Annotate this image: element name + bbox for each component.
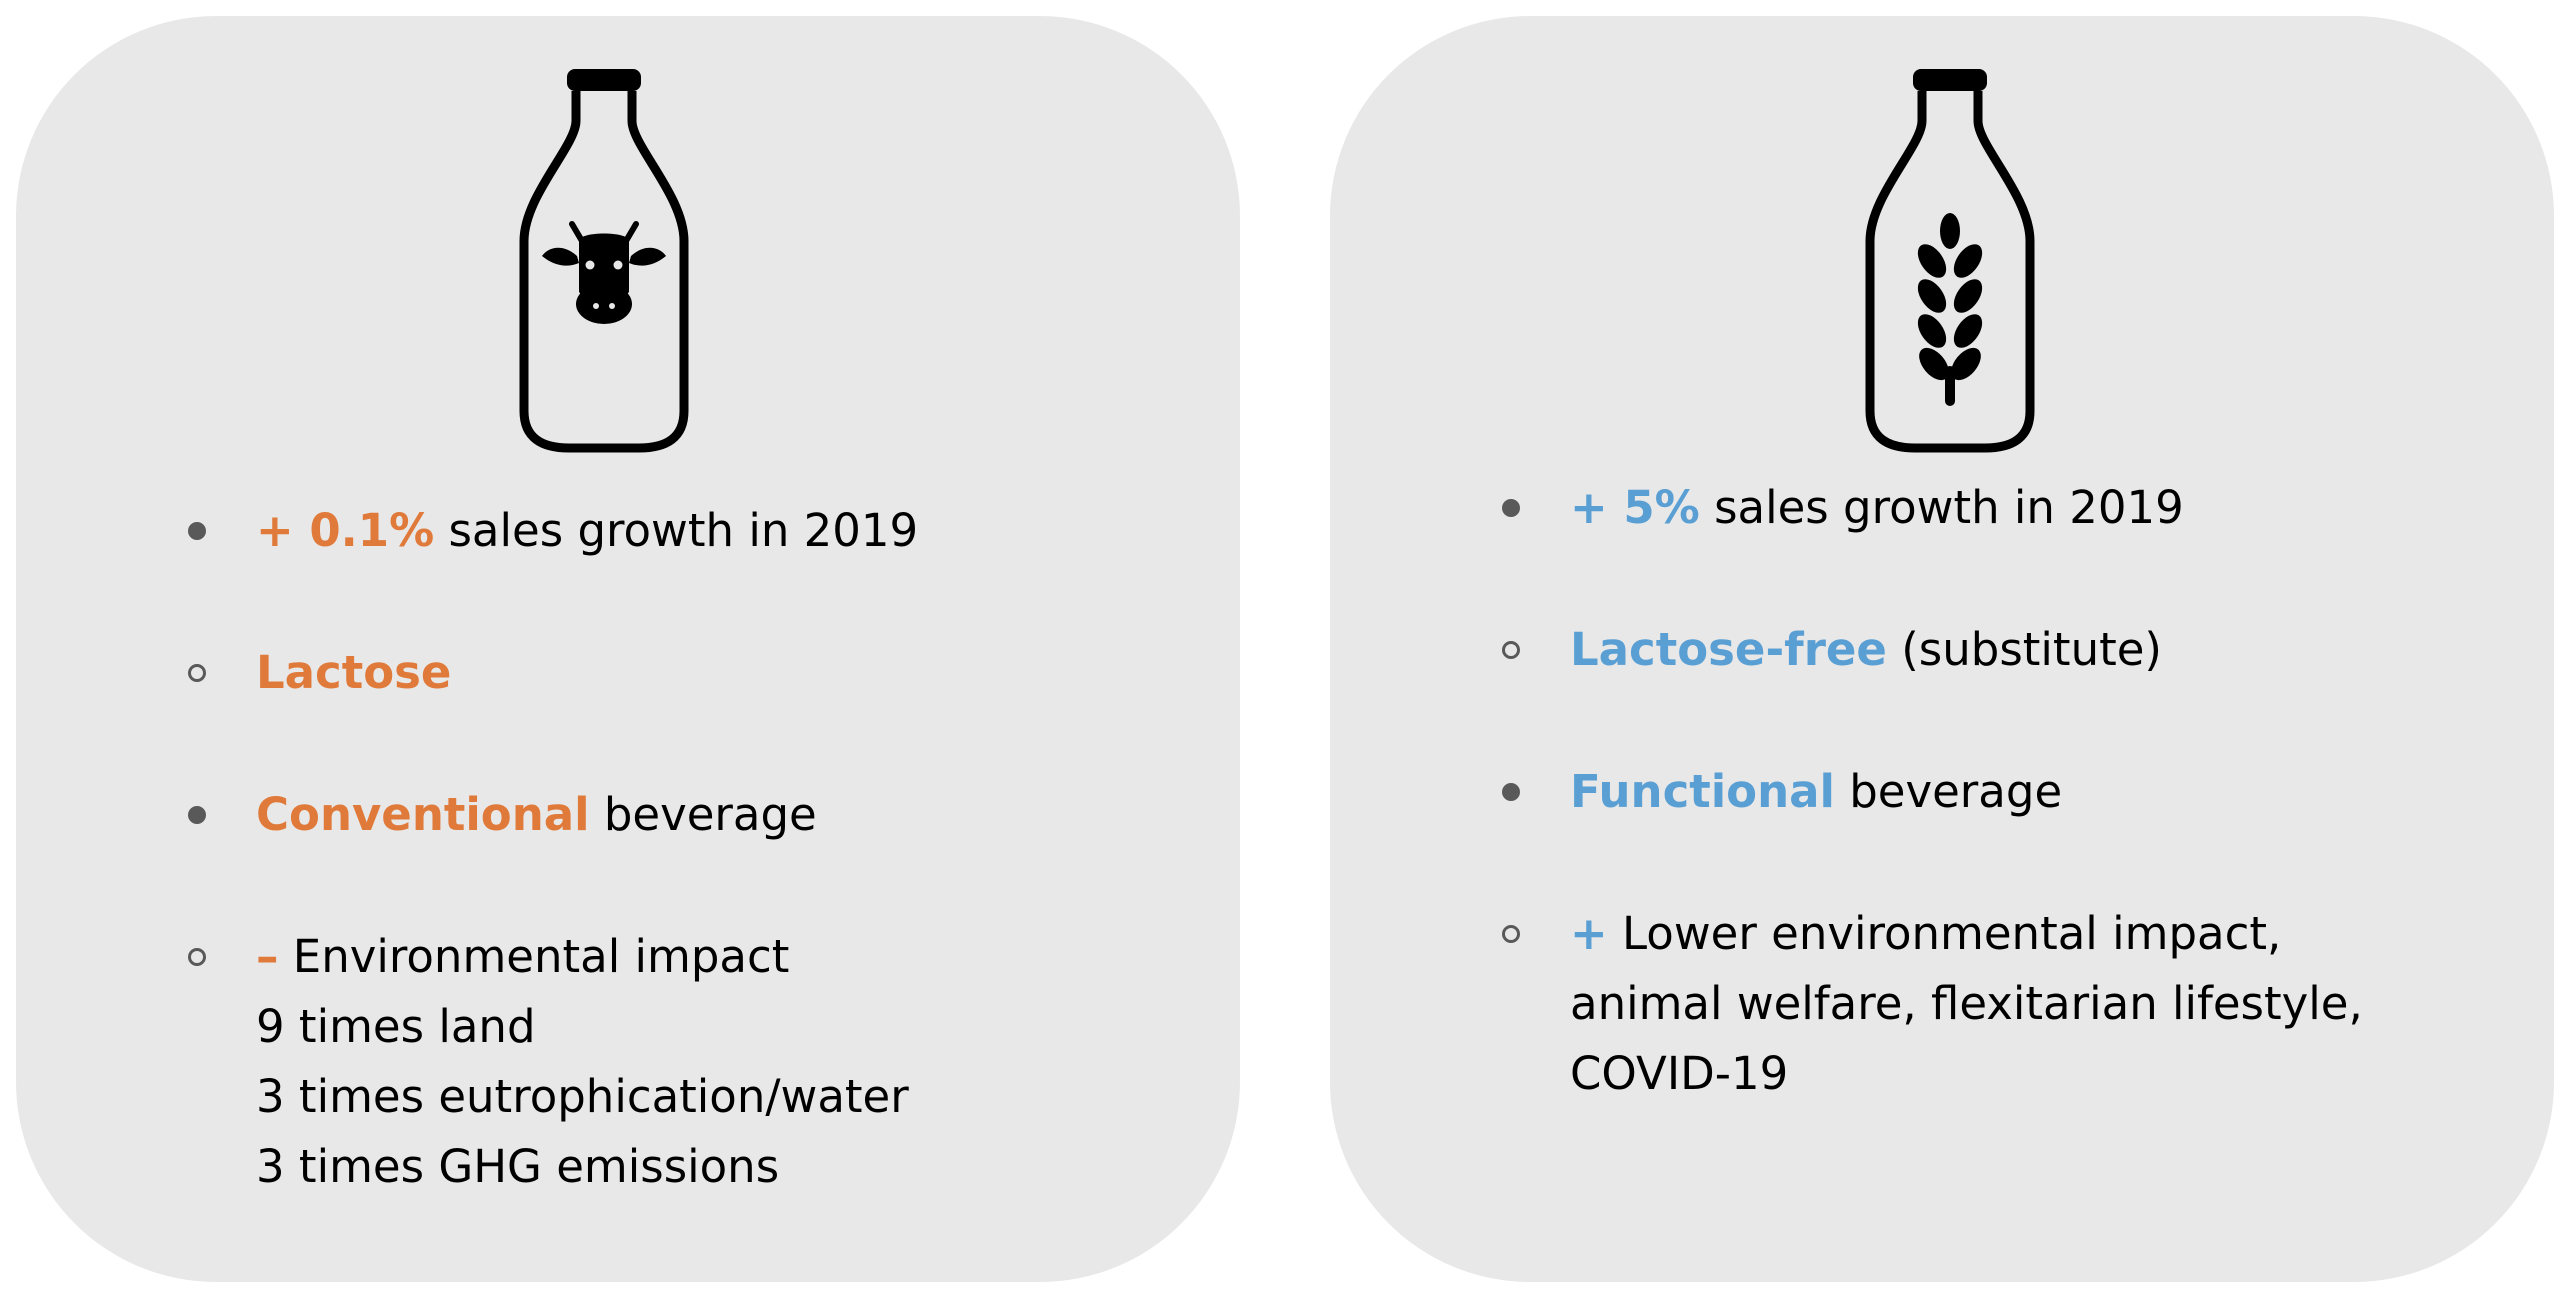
sales-growth-label: sales growth in 2019 [1700, 481, 2184, 534]
lactose-free-label: Lactose-free [1570, 623, 1887, 676]
dairy-milk-card: + 0.1% sales growth in 2019 Lactose Conv… [16, 16, 1240, 1282]
dairy-attributes-list: + 0.1% sales growth in 2019 Lactose Conv… [256, 496, 918, 1202]
impact-sign: + [1570, 907, 1608, 960]
beverage-type: Conventional [256, 788, 590, 841]
list-item: + 0.1% sales growth in 2019 [256, 496, 918, 638]
hollow-bullet-icon [188, 664, 206, 682]
filled-bullet-icon [1502, 499, 1520, 517]
beverage-type: Functional [1570, 765, 1835, 818]
sales-growth-value: + 5% [1570, 481, 1700, 534]
impact-detail: animal welfare, flexitarian lifestyle, [1570, 969, 2363, 1039]
list-item: + 5% sales growth in 2019 [1570, 473, 2363, 615]
impact-label: Environmental impact [279, 930, 790, 983]
list-item: Lactose [256, 638, 918, 780]
hollow-bullet-icon [188, 948, 206, 966]
list-item: Functional beverage [1570, 757, 2363, 899]
milk-bottle-cow-icon [504, 66, 704, 466]
list-item: Lactose-free (substitute) [1570, 615, 2363, 757]
substitute-label: (substitute) [1887, 623, 2162, 676]
impact-detail: 9 times land [256, 992, 918, 1062]
lactose-label: Lactose [256, 646, 451, 699]
beverage-label: beverage [590, 788, 817, 841]
sales-growth-label: sales growth in 2019 [434, 504, 918, 557]
hollow-bullet-icon [1502, 641, 1520, 659]
list-item: – Environmental impact 9 times land 3 ti… [256, 922, 918, 1202]
filled-bullet-icon [188, 806, 206, 824]
milk-bottle-wheat-icon [1850, 66, 2050, 466]
impact-detail: 3 times GHG emissions [256, 1132, 918, 1202]
plant-attributes-list: + 5% sales growth in 2019 Lactose-free (… [1570, 473, 2363, 1109]
list-item: + Lower environmental impact, animal wel… [1570, 899, 2363, 1109]
impact-detail: 3 times eutrophication/water [256, 1062, 918, 1132]
plant-milk-card: + 5% sales growth in 2019 Lactose-free (… [1330, 16, 2554, 1282]
impact-detail: COVID-19 [1570, 1039, 2363, 1109]
impact-sign: – [256, 930, 279, 983]
beverage-label: beverage [1835, 765, 2062, 818]
sales-growth-value: + 0.1% [256, 504, 434, 557]
list-item: Conventional beverage [256, 780, 918, 922]
filled-bullet-icon [1502, 783, 1520, 801]
impact-label: Lower environmental impact, [1608, 907, 2282, 960]
hollow-bullet-icon [1502, 925, 1520, 943]
filled-bullet-icon [188, 522, 206, 540]
